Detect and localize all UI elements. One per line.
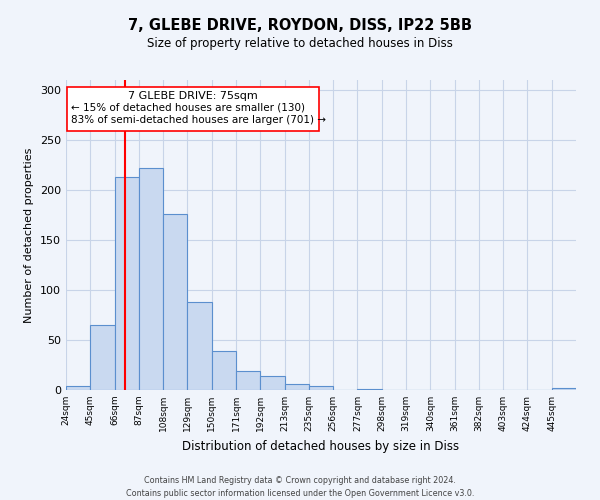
Bar <box>284 384 309 390</box>
Text: 7, GLEBE DRIVE, ROYDON, DISS, IP22 5BB: 7, GLEBE DRIVE, ROYDON, DISS, IP22 5BB <box>128 18 472 32</box>
Text: Contains HM Land Registry data © Crown copyright and database right 2024.
Contai: Contains HM Land Registry data © Crown c… <box>126 476 474 498</box>
Bar <box>260 376 284 390</box>
Bar <box>236 371 260 390</box>
Text: 7 GLEBE DRIVE: 75sqm: 7 GLEBE DRIVE: 75sqm <box>128 91 258 101</box>
Bar <box>309 386 333 390</box>
Text: ← 15% of detached houses are smaller (130): ← 15% of detached houses are smaller (13… <box>71 103 305 113</box>
Bar <box>67 87 319 131</box>
Bar <box>187 302 212 390</box>
Bar <box>212 351 236 390</box>
Bar <box>90 325 115 390</box>
Y-axis label: Number of detached properties: Number of detached properties <box>25 148 34 322</box>
Text: Size of property relative to detached houses in Diss: Size of property relative to detached ho… <box>147 38 453 51</box>
Bar <box>163 214 187 390</box>
Bar <box>139 168 163 390</box>
Bar <box>552 388 576 390</box>
X-axis label: Distribution of detached houses by size in Diss: Distribution of detached houses by size … <box>182 440 460 452</box>
Text: 83% of semi-detached houses are larger (701) →: 83% of semi-detached houses are larger (… <box>71 115 326 125</box>
Bar <box>358 389 382 390</box>
Bar <box>66 386 90 390</box>
Bar <box>115 177 139 390</box>
